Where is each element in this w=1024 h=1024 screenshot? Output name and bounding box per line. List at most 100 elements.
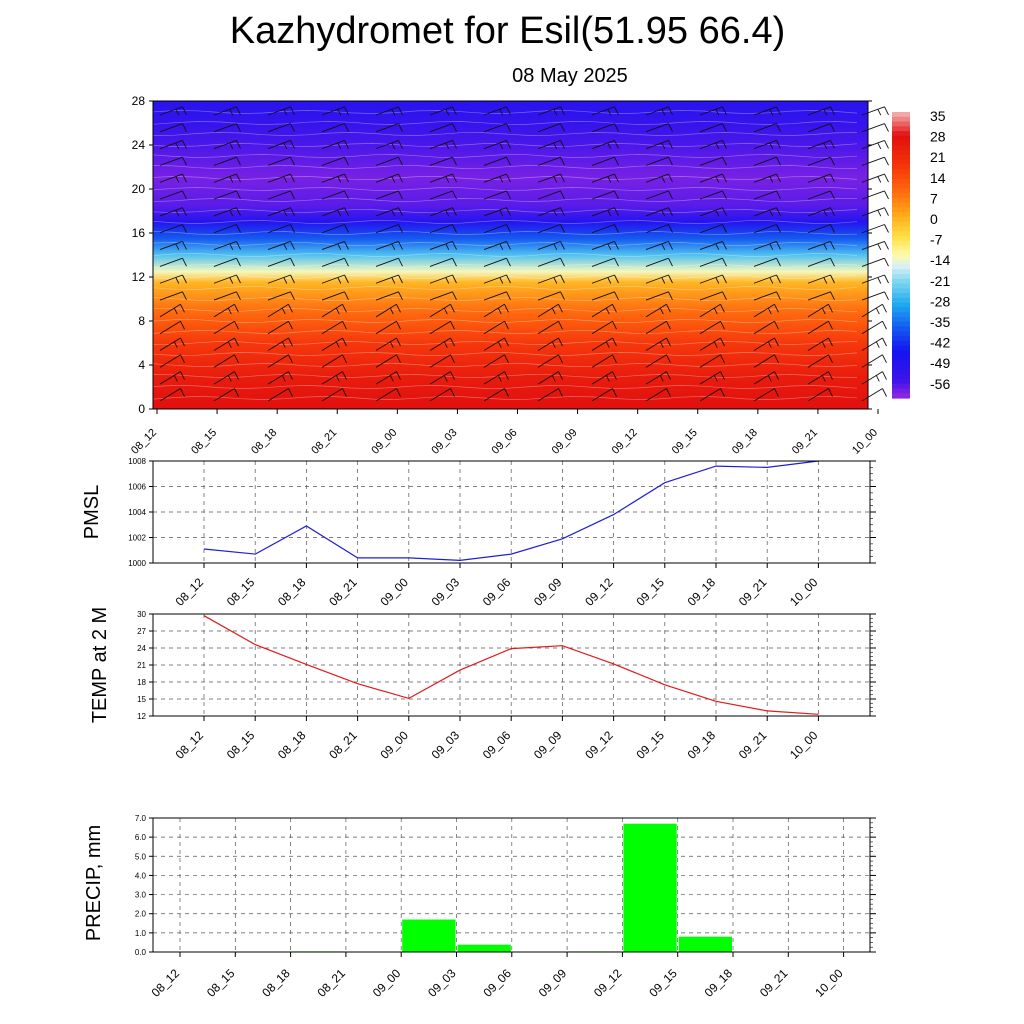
- wind-barb: [213, 123, 241, 133]
- wind-barb: [429, 257, 457, 267]
- y-tick-label: 4: [138, 358, 145, 372]
- x-tick-label: 09_15: [633, 575, 667, 609]
- wind-barb: [699, 388, 725, 402]
- x-tick-label: 09_18: [730, 427, 760, 457]
- y-tick-label: 8: [138, 314, 145, 328]
- colorbar-segment: [892, 126, 910, 132]
- wind-barb: [807, 337, 833, 351]
- wind-barb: [375, 388, 401, 402]
- wind-barb: [429, 123, 457, 133]
- wind-barb: [483, 320, 509, 335]
- colorbar-label: 28: [930, 129, 946, 145]
- wind-barb: [753, 173, 781, 183]
- wind-barb: [807, 388, 833, 402]
- wind-barb: [753, 156, 781, 166]
- x-tick-label: 09_15: [646, 966, 680, 1000]
- x-tick-label: 09_12: [582, 728, 616, 762]
- y-tick-label: 28: [132, 94, 146, 108]
- wind-barb: [645, 291, 673, 301]
- contour-line: [152, 132, 858, 136]
- y-tick-label: 12: [132, 270, 146, 284]
- contour-line: [152, 187, 858, 191]
- chart-subtitle: 08 May 2025: [512, 65, 628, 87]
- wind-barb: [591, 320, 617, 335]
- x-tick-label: 08_18: [259, 966, 293, 1000]
- colorbar-label: -42: [930, 335, 950, 351]
- wind-barb: [699, 173, 727, 183]
- colorbar-segment: [892, 116, 910, 123]
- wind-barb: [429, 354, 455, 368]
- wind-barb: [807, 303, 833, 318]
- panel-precip: 0.0 1.0 2.0 3.0 4.0 5.0 6.0 7.0 08_12 08_15 08_18 0…: [83, 814, 876, 1000]
- wind-barb: [375, 291, 403, 301]
- contour-line: [152, 396, 858, 400]
- x-tick-label: 09_06: [480, 575, 514, 609]
- wind-barb: [591, 240, 619, 251]
- wind-barb: [807, 320, 833, 335]
- wind-barb: [159, 274, 187, 284]
- colorbar-label: 0: [930, 211, 938, 227]
- colorbar-segment: [892, 250, 910, 256]
- wind-barb: [213, 274, 241, 284]
- y-tick-label: 27: [137, 627, 146, 636]
- x-tick-label: 08_15: [224, 575, 258, 609]
- colorbar-segment: [892, 174, 910, 180]
- panel-pmsl: 1000 1002 1004 1006 1008 08_12 08_15 08_18 08_21…: [81, 457, 876, 609]
- wind-barb: [159, 303, 185, 318]
- wind-barb: [861, 240, 889, 251]
- x-tick-label: 09_03: [425, 966, 459, 1000]
- wind-barb: [537, 139, 565, 150]
- wind-barb: [429, 371, 455, 385]
- contour-line: [152, 264, 858, 268]
- wind-barb: [267, 207, 295, 217]
- colorbar-segment: [892, 259, 910, 266]
- wind-barb: [267, 190, 295, 200]
- wind-barb: [753, 320, 779, 335]
- wind-barb: [591, 274, 619, 284]
- colorbar-segment: [892, 197, 910, 204]
- wind-barb: [159, 388, 185, 402]
- contour-line: [152, 319, 858, 323]
- x-tick-label: 08_18: [275, 728, 309, 762]
- contour-line: [152, 220, 858, 224]
- x-tick-label: 09_18: [685, 575, 719, 609]
- wind-barb: [429, 106, 457, 116]
- wind-barb: [591, 207, 619, 217]
- wind-barb: [699, 257, 727, 267]
- wind-barb: [429, 291, 457, 301]
- wind-barb: [375, 139, 403, 150]
- colorbar-segment: [892, 112, 910, 118]
- wind-barb: [267, 224, 295, 234]
- x-tick-label: 09_06: [490, 427, 520, 457]
- wind-barb: [159, 291, 187, 301]
- wind-barb: [591, 123, 619, 133]
- y-tick-label: 15: [137, 695, 146, 704]
- x-tick-label: 09_09: [531, 728, 565, 762]
- wind-barb: [375, 240, 403, 251]
- wind-barb: [321, 291, 349, 301]
- y-tick-label: 20: [132, 182, 146, 196]
- colorbar-segment: [892, 131, 910, 137]
- wind-barb: [699, 303, 725, 318]
- x-tick-label: 08_15: [204, 966, 238, 1000]
- wind-barb: [483, 106, 511, 116]
- contour-line: [152, 330, 858, 334]
- contour-line: [152, 110, 858, 114]
- x-tick-label: 09_15: [670, 427, 700, 457]
- wind-barb: [537, 337, 563, 351]
- wind-barb: [321, 156, 349, 166]
- contour-line: [152, 286, 858, 290]
- wind-barb: [213, 303, 239, 318]
- wind-barb: [213, 257, 241, 267]
- y-tick-label: 4.0: [135, 871, 147, 880]
- wind-barb: [807, 156, 835, 166]
- colorbar-segment: [892, 178, 910, 185]
- colorbar-segment: [892, 317, 910, 323]
- wind-barb: [537, 224, 565, 234]
- wind-barb: [537, 320, 563, 335]
- wind-barb: [699, 106, 727, 116]
- wind-barb: [483, 190, 511, 200]
- colorbar-segment: [892, 216, 910, 223]
- contour-line: [152, 176, 858, 180]
- wind-barb: [699, 320, 725, 335]
